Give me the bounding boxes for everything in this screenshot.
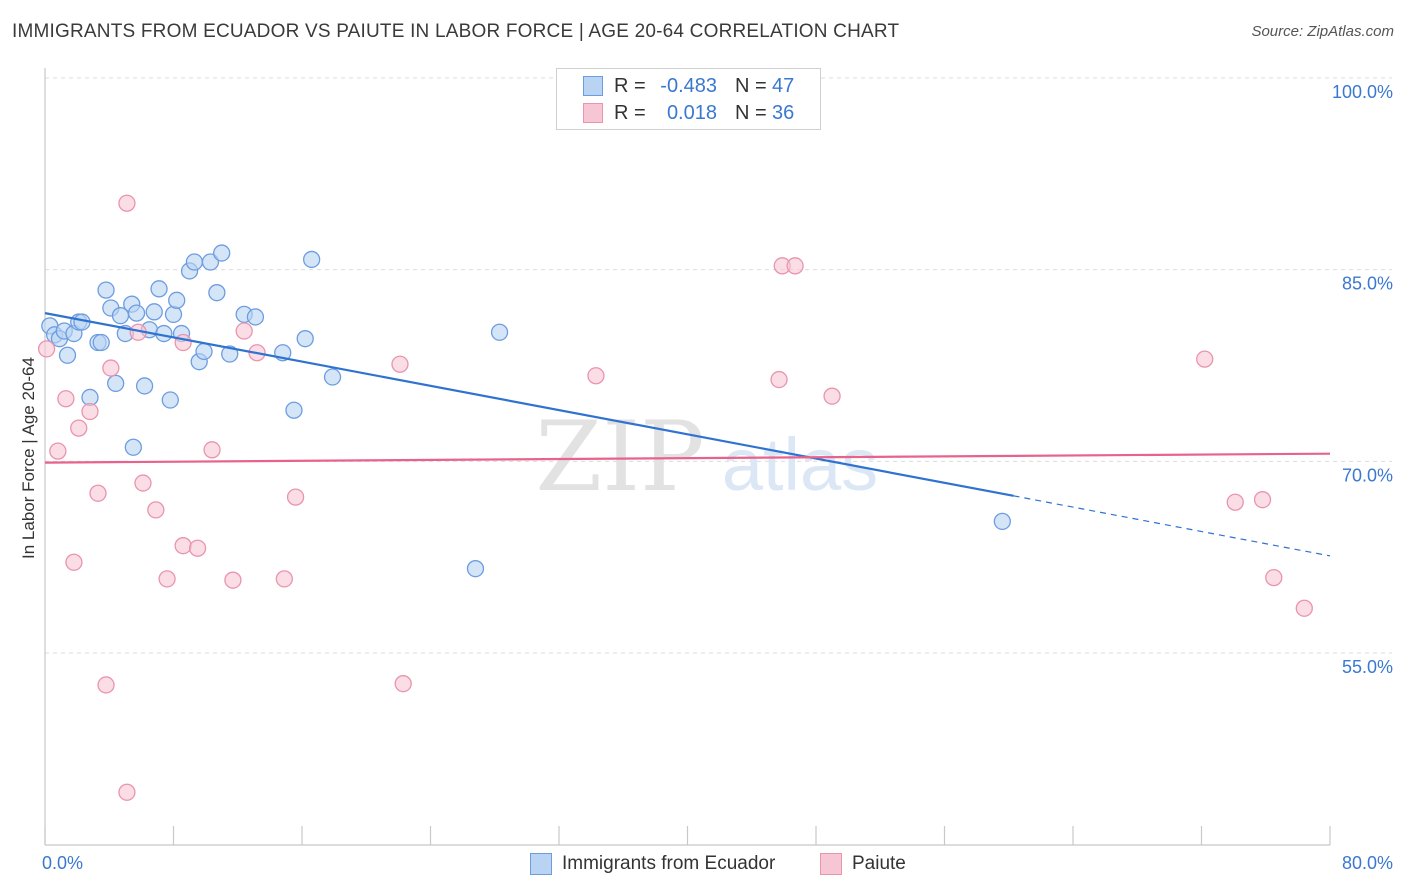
ecuador-point	[58, 346, 77, 364]
x-tick-label: 0.0%	[42, 853, 83, 873]
legend-n-value: 47	[772, 75, 795, 97]
legend-label-ecuador: Immigrants from Ecuador	[562, 853, 776, 874]
paiute-point	[65, 553, 83, 571]
y-tick-label: 55.0%	[1342, 657, 1393, 677]
paiute-trendline	[44, 452, 1331, 464]
paiute-point	[89, 484, 107, 502]
legend-row-ecuador: R = -0.483 N = 47	[557, 73, 820, 101]
paiute-point	[174, 333, 192, 352]
data-points	[37, 194, 1313, 801]
ecuador-point	[213, 244, 231, 262]
paiute-point	[1253, 491, 1272, 509]
y-tick-label: 70.0%	[1342, 465, 1393, 485]
legend-row-paiute: R = 0.018 N = 36	[557, 100, 820, 128]
ecuador-point	[302, 250, 321, 269]
ecuador-point	[490, 323, 509, 341]
ecuador-point	[127, 304, 146, 322]
paiute-point	[118, 783, 136, 801]
paiute-point	[587, 367, 605, 385]
ecuador-point	[285, 401, 303, 419]
watermark: ZIP atlas	[535, 401, 878, 513]
y-tick-label: 85.0%	[1342, 274, 1393, 294]
ecuador-point	[161, 391, 179, 409]
ecuador-point	[466, 560, 485, 578]
ecuador-point	[296, 330, 314, 348]
paiute-point	[394, 675, 412, 693]
paiute-point	[37, 340, 56, 358]
paiute-point	[102, 359, 120, 377]
paiute-point	[286, 488, 305, 506]
tick-labels: 55.0% 70.0% 85.0% 100.0% 0.0% 80.0%	[42, 82, 1393, 873]
paiute-point	[81, 402, 99, 421]
x-tick-label: 80.0%	[1342, 853, 1393, 873]
paiute-point	[97, 676, 115, 694]
legend-r-value: 0.018	[666, 102, 717, 124]
legend-swatch-paiute	[583, 103, 603, 123]
legend-n-value: 36	[772, 102, 795, 124]
ecuador-trendline	[44, 312, 1014, 497]
ecuador-trendline-extension	[1013, 495, 1331, 557]
paiute-point	[823, 387, 841, 405]
ecuador-point	[164, 305, 183, 324]
paiute-point	[174, 537, 192, 555]
ecuador-point	[208, 284, 226, 302]
paiute-point	[786, 257, 804, 275]
source-label: Source: ZipAtlas.com	[1251, 23, 1394, 40]
paiute-point	[1226, 493, 1244, 511]
paiute-point	[134, 474, 152, 492]
ecuador-point	[92, 333, 110, 352]
paiute-point	[1196, 350, 1214, 368]
paiute-point	[70, 419, 88, 437]
paiute-point	[147, 501, 165, 519]
paiute-point	[224, 571, 242, 589]
ecuador-point	[150, 280, 168, 298]
ecuador-point	[124, 438, 142, 456]
legend-swatch-paiute	[820, 853, 842, 875]
legend-label-paiute: Paiute	[852, 853, 906, 874]
ecuador-point	[323, 368, 342, 386]
ecuador-point	[993, 512, 1011, 531]
legend-r-label: R =	[614, 75, 646, 97]
paiute-point	[770, 370, 788, 389]
chart-title: IMMIGRANTS FROM ECUADOR VS PAIUTE IN LAB…	[12, 21, 900, 42]
paiute-point	[391, 355, 409, 373]
paiute-point	[49, 442, 67, 460]
paiute-point	[1265, 568, 1283, 587]
legend-swatch-ecuador	[583, 76, 603, 96]
ecuador-point	[246, 308, 265, 326]
paiute-point	[203, 441, 221, 459]
paiute-point	[275, 570, 293, 588]
watermark-zip: ZIP	[535, 401, 704, 513]
paiute-point	[235, 322, 253, 340]
paiute-point	[188, 539, 207, 557]
legend-n-label: N =	[735, 75, 767, 97]
ecuador-point	[145, 303, 163, 321]
ecuador-point	[107, 374, 125, 393]
ecuador-point	[195, 342, 213, 361]
legend-swatch-ecuador	[530, 853, 552, 875]
gridlines	[45, 77, 1392, 654]
y-tick-label: 100.0%	[1332, 82, 1393, 102]
ecuador-point	[201, 253, 220, 271]
paiute-point	[118, 194, 136, 212]
legend-r-value: -0.483	[660, 75, 717, 97]
paiute-point	[57, 390, 75, 408]
watermark-atlas: atlas	[722, 423, 878, 506]
correlation-legend: R = -0.483 N = 47 R = 0.018 N = 36	[556, 68, 821, 130]
legend-r-label: R =	[614, 102, 646, 124]
trendlines	[44, 312, 1331, 557]
ecuador-point	[97, 281, 115, 299]
legend-n-label: N =	[735, 102, 767, 124]
ecuador-point	[168, 291, 186, 309]
ecuador-point	[185, 253, 204, 271]
paiute-point	[158, 570, 176, 588]
ecuador-point	[135, 377, 154, 395]
paiute-point	[1295, 599, 1313, 617]
ecuador-point	[221, 345, 239, 363]
axes	[44, 68, 1331, 846]
